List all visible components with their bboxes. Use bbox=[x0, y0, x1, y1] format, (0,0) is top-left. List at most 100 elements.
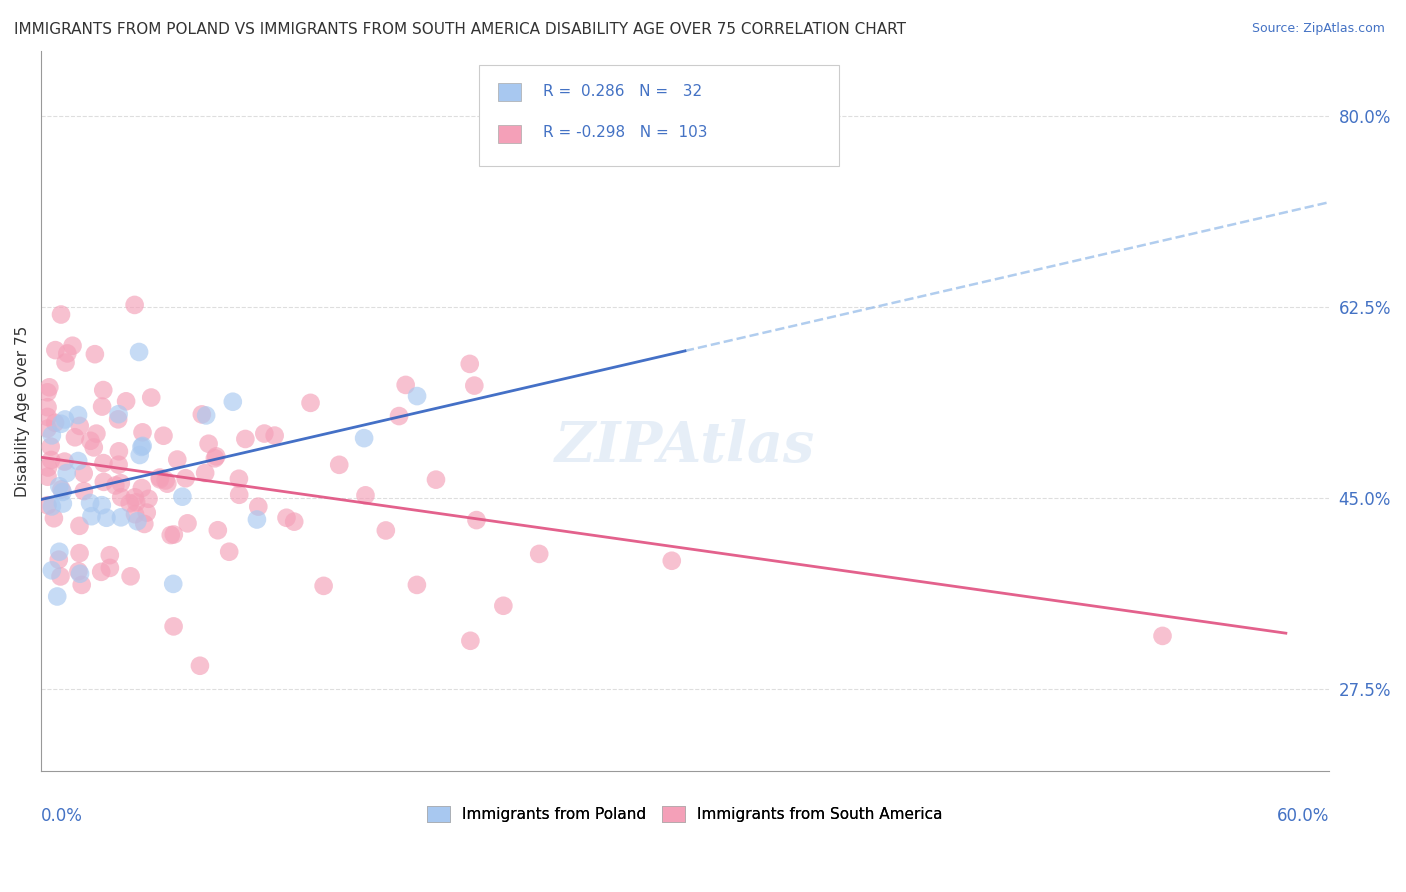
Point bbox=[253, 426, 276, 441]
Point bbox=[79, 434, 101, 448]
Point bbox=[276, 510, 298, 524]
Point bbox=[110, 490, 132, 504]
Point bbox=[52, 485, 75, 500]
Point bbox=[131, 425, 153, 440]
Point bbox=[172, 490, 194, 504]
Point bbox=[246, 512, 269, 526]
Point bbox=[37, 498, 59, 512]
Text: R = -0.298   N =  103: R = -0.298 N = 103 bbox=[543, 125, 707, 139]
Point bbox=[228, 488, 250, 502]
Point bbox=[299, 396, 322, 410]
Point bbox=[73, 484, 96, 499]
Point bbox=[44, 416, 66, 430]
Point bbox=[55, 355, 77, 369]
Point bbox=[98, 548, 121, 562]
Point bbox=[48, 479, 70, 493]
Point bbox=[492, 599, 515, 613]
Point bbox=[115, 394, 138, 409]
Point bbox=[39, 453, 62, 467]
Point bbox=[67, 454, 90, 468]
Point bbox=[46, 590, 69, 604]
Point bbox=[107, 412, 129, 426]
Point bbox=[162, 619, 184, 633]
Point bbox=[388, 409, 411, 423]
Point bbox=[86, 426, 108, 441]
Point bbox=[395, 378, 418, 392]
Y-axis label: Disability Age Over 75: Disability Age Over 75 bbox=[15, 326, 30, 497]
Point bbox=[37, 422, 59, 436]
Point bbox=[118, 496, 141, 510]
Point bbox=[131, 439, 153, 453]
Point bbox=[70, 578, 93, 592]
FancyBboxPatch shape bbox=[479, 65, 839, 166]
Point bbox=[62, 339, 84, 353]
Point bbox=[197, 436, 219, 450]
Point bbox=[37, 460, 59, 475]
Point bbox=[135, 506, 157, 520]
Point bbox=[159, 528, 181, 542]
Point bbox=[37, 409, 59, 424]
Point bbox=[194, 466, 217, 480]
Point bbox=[108, 444, 131, 458]
Point bbox=[406, 389, 429, 403]
Point bbox=[69, 519, 91, 533]
Point bbox=[79, 496, 101, 510]
Point bbox=[73, 467, 96, 481]
Point bbox=[96, 510, 118, 524]
Point bbox=[107, 458, 129, 472]
Point bbox=[204, 451, 226, 466]
Point bbox=[205, 450, 228, 464]
Point bbox=[49, 308, 72, 322]
Point bbox=[98, 561, 121, 575]
Point bbox=[458, 357, 481, 371]
Point bbox=[83, 441, 105, 455]
Point bbox=[156, 476, 179, 491]
Text: 0.0%: 0.0% bbox=[41, 807, 83, 825]
Point bbox=[128, 448, 150, 462]
Point bbox=[155, 474, 177, 488]
Point bbox=[69, 566, 91, 581]
Point bbox=[128, 345, 150, 359]
Point bbox=[67, 408, 90, 422]
Point bbox=[149, 470, 172, 484]
Point bbox=[90, 498, 112, 512]
Point bbox=[125, 495, 148, 509]
Point bbox=[191, 408, 214, 422]
Text: 60.0%: 60.0% bbox=[1277, 807, 1329, 825]
Point bbox=[91, 400, 114, 414]
Point bbox=[195, 409, 218, 423]
Point bbox=[1152, 629, 1174, 643]
Point bbox=[53, 412, 76, 426]
Point bbox=[63, 430, 86, 444]
Point bbox=[463, 378, 485, 392]
Point bbox=[110, 476, 132, 491]
Point bbox=[406, 578, 429, 592]
Text: R =  0.286   N =   32: R = 0.286 N = 32 bbox=[543, 84, 703, 98]
Point bbox=[41, 500, 63, 514]
Text: IMMIGRANTS FROM POLAND VS IMMIGRANTS FROM SOUTH AMERICA DISABILITY AGE OVER 75 C: IMMIGRANTS FROM POLAND VS IMMIGRANTS FRO… bbox=[14, 22, 905, 37]
Point bbox=[51, 483, 73, 497]
Point bbox=[51, 417, 73, 431]
Point bbox=[312, 579, 335, 593]
Text: ZIPAtlas: ZIPAtlas bbox=[555, 419, 815, 475]
Point bbox=[149, 472, 172, 486]
Point bbox=[120, 569, 142, 583]
FancyBboxPatch shape bbox=[498, 125, 520, 143]
Point bbox=[41, 428, 63, 442]
Text: Source: ZipAtlas.com: Source: ZipAtlas.com bbox=[1251, 22, 1385, 36]
Point bbox=[49, 569, 72, 583]
Point bbox=[93, 475, 115, 489]
Point bbox=[152, 429, 174, 443]
Point bbox=[124, 491, 146, 505]
Point bbox=[460, 633, 482, 648]
Point bbox=[374, 524, 396, 538]
Point bbox=[39, 440, 62, 454]
Point bbox=[37, 469, 59, 483]
Point bbox=[55, 466, 77, 480]
Point bbox=[228, 472, 250, 486]
Point bbox=[93, 456, 115, 470]
FancyBboxPatch shape bbox=[498, 84, 520, 102]
Point bbox=[354, 488, 377, 502]
Point bbox=[80, 509, 103, 524]
Point bbox=[69, 419, 91, 434]
